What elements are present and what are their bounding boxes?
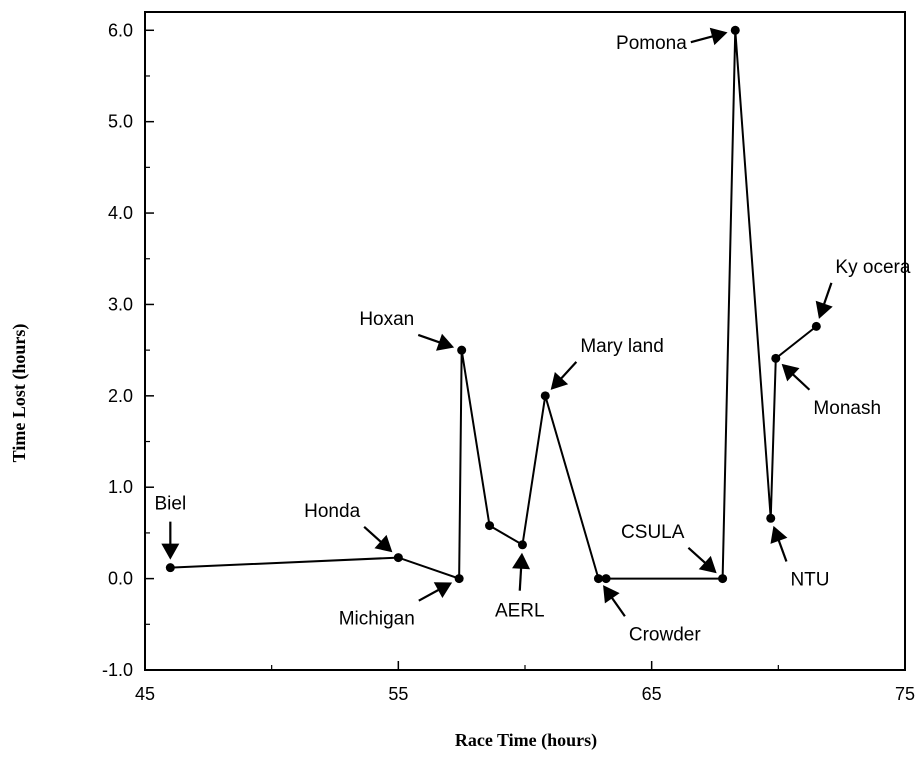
x-tick-label: 45 (135, 684, 155, 704)
annotation-label: Michigan (339, 609, 415, 630)
annotation-arrowhead (433, 582, 453, 599)
annotation-label: Hoxan (359, 309, 414, 330)
x-tick-label: 55 (388, 684, 408, 704)
data-point (517, 540, 527, 550)
data-point (593, 574, 603, 584)
x-tick-label: 65 (642, 684, 662, 704)
data-point (811, 321, 821, 331)
y-tick-label: 6.0 (108, 20, 133, 40)
annotation-label: Honda (304, 501, 360, 522)
x-axis-title: Race Time (hours) (455, 730, 597, 751)
series-layer (165, 25, 821, 584)
y-tick-label: 4.0 (108, 203, 133, 223)
data-point (771, 353, 781, 363)
y-tick-label: 1.0 (108, 477, 133, 497)
series-line (170, 30, 817, 581)
annotation-arrowhead (512, 552, 531, 570)
y-tick-label: 3.0 (108, 294, 133, 314)
data-point (457, 345, 467, 355)
annotation-arrowhead (709, 27, 728, 46)
annotations: Biel Honda Michigan Hoxan AERL Mary land Crowd… (154, 27, 911, 645)
x-tick-label: 75 (895, 684, 915, 704)
annotation-label: AERL (495, 601, 545, 622)
data-point (766, 513, 776, 523)
annotation-label: Ky ocera (835, 257, 910, 278)
y-tick-label: 5.0 (108, 112, 133, 132)
y-tick-label: 2.0 (108, 386, 133, 406)
annotation-label: Mary land (580, 336, 663, 357)
data-point (393, 553, 403, 563)
annotation-arrowhead (436, 333, 455, 351)
annotation-arrowhead (815, 300, 833, 319)
annotation-arrowhead (161, 543, 180, 560)
y-axis-title: Time Lost (hours) (9, 324, 30, 463)
data-point (454, 574, 464, 584)
y-tick-label: 0.0 (108, 569, 133, 589)
data-point (730, 25, 740, 35)
annotation-arrowhead (770, 525, 788, 544)
data-point (165, 563, 175, 573)
annotation-arrowhead (550, 372, 569, 390)
data-point (485, 521, 495, 531)
data-point (718, 574, 728, 584)
annotation-label: NTU (790, 570, 829, 591)
annotation-label: Biel (154, 494, 186, 515)
annotation-label: Crowder (629, 624, 701, 645)
annotation-arrowhead (698, 555, 717, 574)
annotation-label: Pomona (616, 33, 687, 54)
data-point (601, 574, 611, 584)
annotation-label: Monash (813, 398, 881, 419)
axes: -1.0 0.0 1.0 2.0 3.0 4.0 5.0 6.0 45 55 65 75 (102, 11, 915, 704)
y-tick-label: -1.0 (102, 660, 133, 680)
annotation-label: CSULA (621, 522, 685, 543)
annotation-arrowhead (374, 534, 393, 553)
annotation-arrowhead (603, 585, 620, 604)
data-point (540, 391, 550, 401)
annotation-arrowhead (781, 363, 800, 382)
